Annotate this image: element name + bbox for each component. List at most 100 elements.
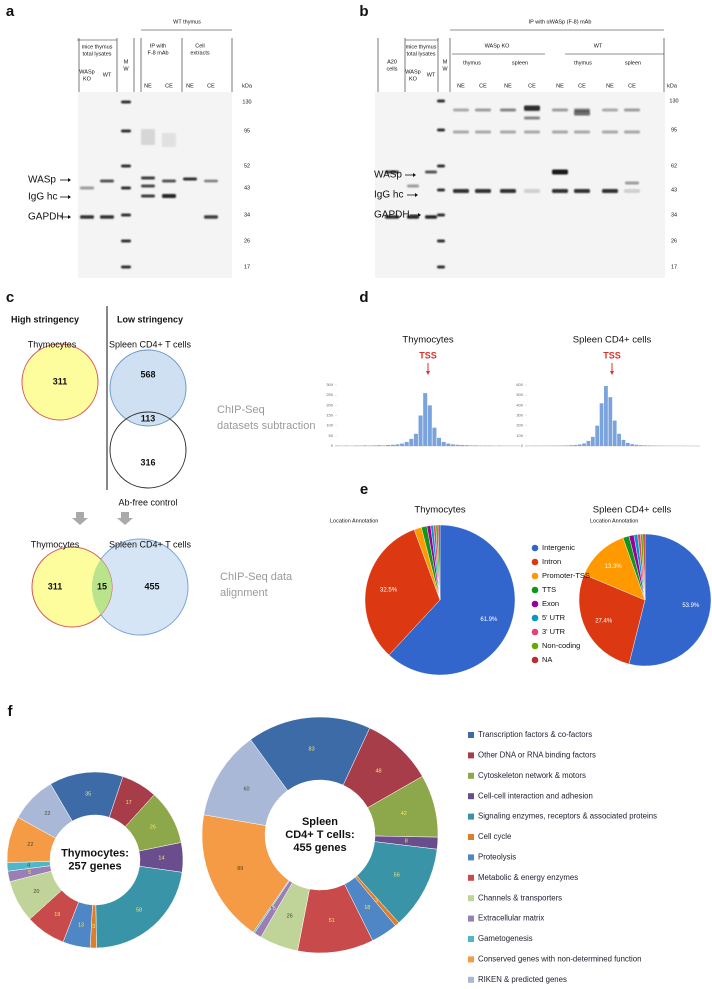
label: NE bbox=[457, 83, 465, 89]
blot-band bbox=[524, 189, 540, 193]
blot-band bbox=[500, 130, 516, 134]
label: 89 bbox=[237, 866, 243, 872]
label: WASp KO bbox=[485, 43, 511, 49]
label: Thymocytes bbox=[414, 505, 465, 516]
label: NE bbox=[556, 83, 564, 89]
label: Intergenic bbox=[542, 543, 575, 552]
label: 568 bbox=[140, 369, 155, 379]
label: 61.9% bbox=[480, 617, 498, 623]
label: CE bbox=[165, 83, 173, 89]
pie-slice bbox=[388, 524, 516, 676]
label: 15 bbox=[97, 581, 107, 591]
label: Spleen CD4+ T cells bbox=[109, 539, 191, 549]
label: 48 bbox=[375, 769, 381, 775]
arrow-head bbox=[68, 195, 71, 199]
blot-band bbox=[385, 215, 399, 219]
histogram-bar bbox=[612, 420, 617, 446]
label: CE bbox=[479, 83, 487, 89]
label: W bbox=[442, 66, 448, 72]
histogram-bar bbox=[608, 397, 613, 446]
label: d bbox=[359, 289, 368, 306]
histogram-bar bbox=[617, 433, 621, 446]
label: 0 bbox=[331, 443, 334, 448]
blot-band bbox=[602, 130, 618, 134]
label: 455 genes bbox=[293, 842, 346, 854]
blot-band bbox=[437, 265, 445, 269]
pie-slice bbox=[578, 574, 646, 665]
label: Thymocytes bbox=[28, 339, 77, 349]
blot-b bbox=[375, 92, 665, 278]
label: Low stringency bbox=[117, 314, 183, 324]
blot-band bbox=[121, 213, 131, 217]
pie-slice bbox=[642, 533, 646, 601]
histogram-bar bbox=[427, 405, 432, 446]
label: IP with αWASp (F-8) mAb bbox=[529, 19, 592, 25]
label: 58 bbox=[136, 907, 142, 913]
blot-band bbox=[624, 189, 640, 193]
histogram-bar bbox=[418, 415, 423, 446]
label: 100 bbox=[326, 423, 333, 428]
tss-arrow bbox=[426, 371, 430, 375]
label: Cell-cell interaction and adhesion bbox=[478, 791, 593, 800]
blot-band bbox=[437, 99, 445, 103]
blot-band bbox=[574, 110, 590, 116]
label: kDa bbox=[667, 83, 678, 89]
label: High stringency bbox=[11, 314, 79, 324]
histogram-bar bbox=[441, 441, 446, 446]
histogram-bar bbox=[432, 427, 437, 446]
histogram-bar bbox=[582, 443, 586, 446]
label: c bbox=[6, 289, 14, 306]
label: M bbox=[124, 59, 129, 65]
blot-band bbox=[100, 215, 114, 219]
histogram-bar bbox=[423, 393, 428, 446]
label: kDa bbox=[242, 83, 253, 89]
label: A20 bbox=[387, 59, 397, 65]
histogram-bar bbox=[573, 444, 578, 446]
label: CE bbox=[578, 83, 586, 89]
blot-band bbox=[141, 184, 155, 188]
legend-swatch bbox=[531, 544, 539, 552]
label: 34 bbox=[244, 212, 250, 218]
label: 18 bbox=[364, 905, 370, 911]
pie-slice bbox=[364, 529, 441, 656]
label: Signaling enzymes, receptors & associate… bbox=[478, 812, 657, 821]
label: f bbox=[8, 703, 14, 720]
label: Exon bbox=[542, 599, 559, 608]
label: 26 bbox=[287, 913, 293, 919]
venn-circle bbox=[21, 343, 99, 421]
blot-band bbox=[425, 170, 437, 174]
label: Transcription factors & co-factors bbox=[478, 730, 592, 739]
label: 95 bbox=[671, 127, 677, 133]
histogram-bar bbox=[363, 445, 368, 446]
label: WT thymus bbox=[173, 19, 201, 25]
label: 400 bbox=[516, 402, 523, 407]
blot-band bbox=[524, 105, 540, 111]
label: GAPDH bbox=[374, 210, 410, 221]
label: cells bbox=[386, 66, 397, 72]
histogram-bar bbox=[390, 444, 395, 446]
legend-swatch bbox=[531, 628, 539, 636]
label: 53.9% bbox=[682, 603, 700, 609]
histogram-bar bbox=[404, 441, 409, 446]
label: b bbox=[359, 3, 368, 20]
histogram-bar bbox=[625, 442, 630, 446]
blot-band bbox=[385, 170, 399, 174]
histogram-bar bbox=[386, 444, 391, 446]
legend-swatch bbox=[531, 614, 539, 622]
label: KO bbox=[409, 76, 418, 82]
label: 26 bbox=[150, 825, 156, 831]
blot-band bbox=[425, 215, 437, 219]
donut-slice bbox=[17, 783, 73, 839]
blot-band bbox=[500, 189, 516, 193]
label: TTS bbox=[542, 585, 556, 594]
label: WASp bbox=[374, 170, 402, 181]
label: IgG hc bbox=[28, 192, 57, 203]
label: CE bbox=[628, 83, 636, 89]
label: GAPDH bbox=[28, 212, 64, 223]
label: Promoter-TSS bbox=[542, 571, 590, 580]
histogram-bar bbox=[376, 445, 381, 446]
label: 43 bbox=[244, 185, 250, 191]
blot-band bbox=[437, 164, 445, 168]
histogram-bar bbox=[604, 386, 608, 446]
blot-band bbox=[183, 177, 197, 181]
